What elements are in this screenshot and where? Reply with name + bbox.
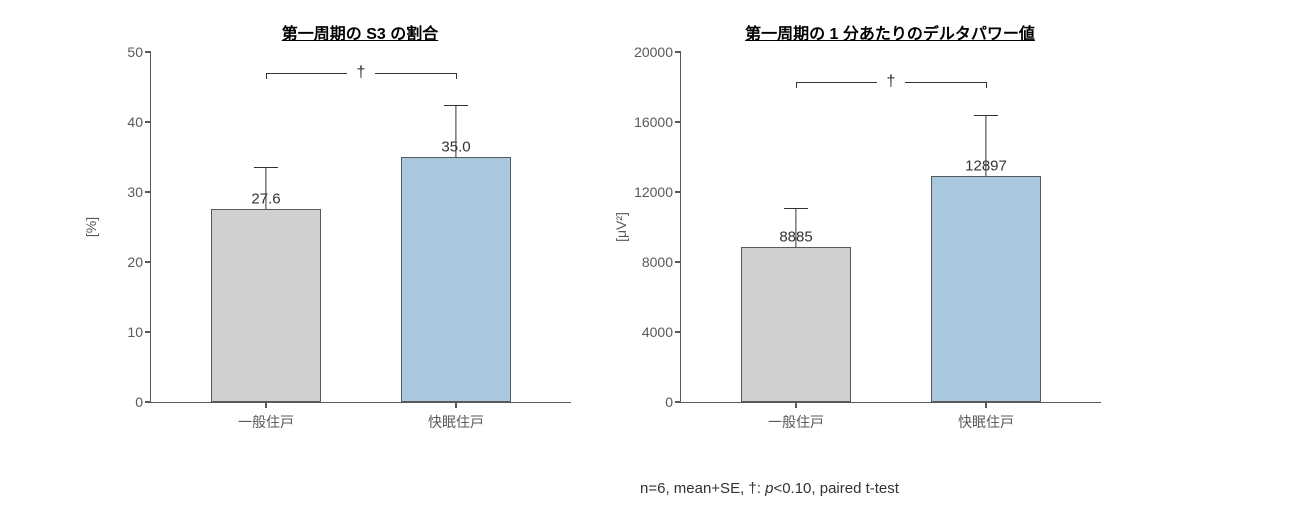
chart2-title: 第一周期の 1 分あたりのデルタパワー値 xyxy=(680,20,1100,44)
x-tick-label: 快眠住戸 xyxy=(958,402,1014,432)
chart1-plot-area: [%] 0102030405027.6一般住戸35.0快眠住戸† xyxy=(150,52,571,403)
chart2-y-axis-label: [μV²] xyxy=(613,212,629,242)
x-tick-label: 一般住戸 xyxy=(768,402,824,432)
y-tick-label: 20 xyxy=(127,254,151,270)
chart-s3-ratio: 第一周期の S3 の割合 [%] 0102030405027.6一般住戸35.0… xyxy=(150,20,690,403)
figure-container: 第一周期の S3 の割合 [%] 0102030405027.6一般住戸35.0… xyxy=(0,0,1299,523)
significance-line xyxy=(796,82,877,83)
chart-delta-power: 第一周期の 1 分あたりのデルタパワー値 [μV²] 0400080001200… xyxy=(680,20,1220,403)
significance-line xyxy=(266,73,347,74)
figure-footnote: n=6, mean+SE, †: p<0.10, paired t-test xyxy=(640,480,899,497)
significance-symbol: † xyxy=(881,73,902,91)
bar-value-label: 12897 xyxy=(965,158,1007,175)
y-tick-label: 20000 xyxy=(634,44,681,60)
y-tick-label: 40 xyxy=(127,114,151,130)
y-tick-label: 8000 xyxy=(642,254,681,270)
bar-chart2-1 xyxy=(931,176,1041,402)
bar-chart1-0 xyxy=(211,209,321,402)
y-tick-label: 30 xyxy=(127,184,151,200)
chart2-plot-area: [μV²] 0400080001200016000200008885一般住戸12… xyxy=(680,52,1101,403)
y-tick-label: 0 xyxy=(135,394,151,410)
y-tick-label: 10 xyxy=(127,324,151,340)
bar-value-label: 27.6 xyxy=(251,190,280,207)
chart1-title: 第一周期の S3 の割合 xyxy=(150,20,570,44)
y-tick-label: 12000 xyxy=(634,184,681,200)
bar-chart1-1 xyxy=(401,157,511,402)
bar-chart2-0 xyxy=(741,247,851,402)
significance-tick xyxy=(456,73,457,79)
significance-line xyxy=(905,82,986,83)
x-tick-label: 一般住戸 xyxy=(238,402,294,432)
significance-tick xyxy=(266,73,267,79)
error-cap xyxy=(974,115,998,116)
error-cap xyxy=(254,167,278,168)
y-tick-label: 50 xyxy=(127,44,151,60)
significance-tick xyxy=(986,82,987,88)
significance-symbol: † xyxy=(351,64,372,82)
y-tick-label: 4000 xyxy=(642,324,681,340)
error-cap xyxy=(784,208,808,209)
y-tick-label: 0 xyxy=(665,394,681,410)
bar-value-label: 8885 xyxy=(779,228,812,245)
x-tick-label: 快眠住戸 xyxy=(428,402,484,432)
chart1-y-axis-label: [%] xyxy=(83,217,99,237)
significance-tick xyxy=(796,82,797,88)
y-tick-label: 16000 xyxy=(634,114,681,130)
significance-line xyxy=(375,73,456,74)
bar-value-label: 35.0 xyxy=(441,138,470,155)
error-cap xyxy=(444,105,468,106)
